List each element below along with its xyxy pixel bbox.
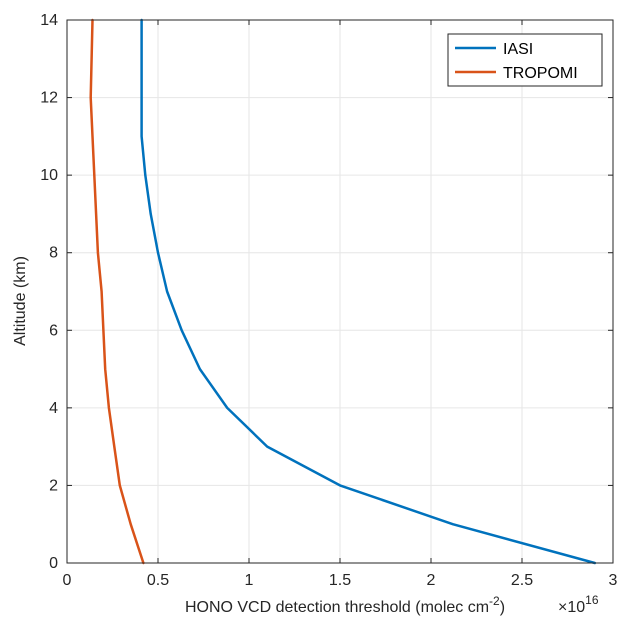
x-axis-multiplier: ×1016 [558,593,599,616]
x-tick-label: 2.5 [511,572,533,589]
x-tick-label: 0 [63,572,72,589]
y-tick-label: 12 [40,90,58,107]
y-tick-label: 0 [49,555,58,572]
x-axis-label-close: ) [500,599,505,616]
legend-box [447,33,603,87]
y-tick-label: 2 [49,477,58,494]
ticks: 0 0.5 1 1.5 2 2.5 3 0 2 4 6 8 10 12 14 [40,12,617,589]
x-tick-label: 3 [609,572,618,589]
x-tick-label: 1.5 [329,572,351,589]
y-tick-label: 6 [49,322,58,339]
series-line-iasi [140,18,597,565]
y-tick-label: 10 [40,167,58,184]
y-axis-label: Altitude (km) [12,256,29,346]
series-line-tropomi [89,18,145,565]
x-tick-label: 0.5 [147,572,169,589]
legend-label-iasi: IASI [503,41,533,58]
legend-label-tropomi: TROPOMI [503,65,578,82]
y-tick-label: 8 [49,245,58,262]
x-axis-multiplier-base: ×10 [558,599,585,616]
legend: IASI TROPOMI [447,33,603,87]
y-tick-label: 4 [49,400,58,417]
series-layer [89,18,597,565]
x-tick-label: 1 [245,572,254,589]
x-tick-label: 2 [427,572,436,589]
x-axis-label-superscript: -2 [489,594,500,608]
x-axis-label-main: HONO VCD detection threshold (molec cm [185,599,489,616]
x-axis-multiplier-exponent: 16 [585,593,599,607]
y-tick-label: 14 [40,12,58,29]
x-axis-label: HONO VCD detection threshold (molec cm-2… [185,594,505,616]
